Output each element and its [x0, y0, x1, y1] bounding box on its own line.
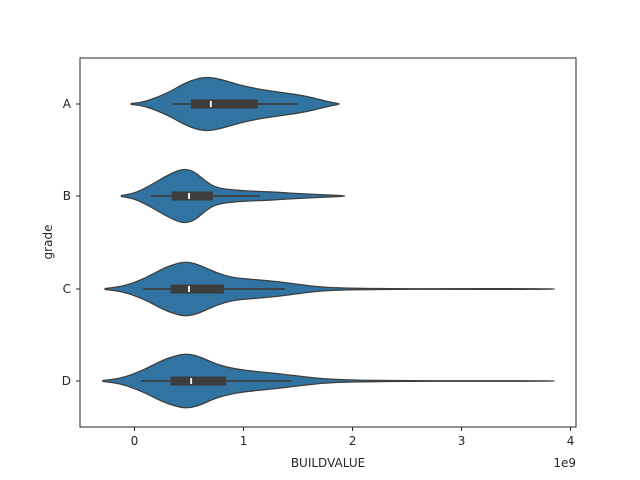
iqr-box-B	[171, 191, 213, 201]
x-tick-label: 0	[131, 434, 139, 448]
violin-C	[104, 261, 555, 317]
y-axis-ticks: A B C D	[62, 97, 80, 388]
iqr-box-D	[170, 376, 227, 386]
iqr-box-C	[170, 284, 224, 294]
y-axis-label: grade	[41, 225, 55, 260]
plot-frame	[79, 57, 577, 428]
y-tick-label: C	[63, 282, 71, 296]
y-tick-label: A	[63, 97, 72, 111]
x-tick-label: 2	[349, 434, 357, 448]
x-axis-offset-label: 1e9	[553, 456, 576, 470]
x-axis-ticks: 0 1 2 3 4	[131, 427, 575, 448]
y-tick-label: D	[62, 374, 71, 388]
y-tick-label: B	[63, 189, 71, 203]
x-tick-label: 1	[240, 434, 248, 448]
x-tick-label: 3	[458, 434, 466, 448]
x-tick-label: 4	[567, 434, 575, 448]
violin-D	[102, 353, 555, 409]
x-axis-label: BUILDVALUE	[291, 456, 365, 470]
iqr-box-A	[191, 99, 258, 109]
boxes-layer	[141, 99, 299, 386]
violins-layer	[102, 76, 555, 409]
